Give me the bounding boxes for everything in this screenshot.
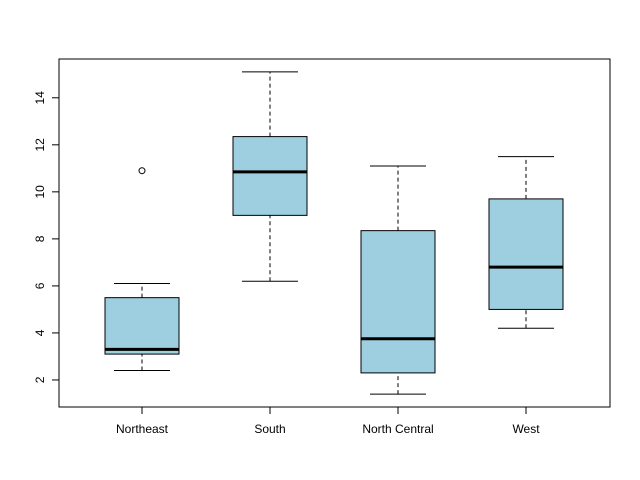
y-tick-label-10: 10 bbox=[33, 185, 47, 199]
boxes-layer bbox=[104, 71, 564, 395]
box-group-west bbox=[488, 156, 564, 329]
y-tick-label-2: 2 bbox=[33, 376, 47, 383]
box-group-south bbox=[232, 71, 308, 282]
y-tick-label-6: 6 bbox=[33, 282, 47, 289]
y-tick-label-8: 8 bbox=[33, 235, 47, 242]
x-tick-label-north-central: North Central bbox=[362, 422, 433, 436]
y-tick-label-4: 4 bbox=[33, 329, 47, 336]
box-group-northeast bbox=[104, 167, 180, 372]
y-tick-label-14: 14 bbox=[33, 91, 47, 105]
x-tick-label-northeast: Northeast bbox=[116, 422, 169, 436]
outlier-point-northeast-0 bbox=[138, 167, 146, 175]
box-northeast bbox=[104, 297, 180, 355]
box-south bbox=[232, 136, 308, 216]
box-group-north-central bbox=[360, 165, 436, 395]
box-west bbox=[488, 198, 564, 310]
y-axis: 2 4 6 8 10 12 14 bbox=[33, 91, 60, 383]
box-north-central bbox=[360, 230, 436, 374]
x-tick-label-west: West bbox=[512, 422, 540, 436]
y-tick-label-12: 12 bbox=[33, 138, 47, 152]
x-axis: Northeast South North Central West bbox=[116, 406, 540, 436]
x-tick-label-south: South bbox=[254, 422, 285, 436]
